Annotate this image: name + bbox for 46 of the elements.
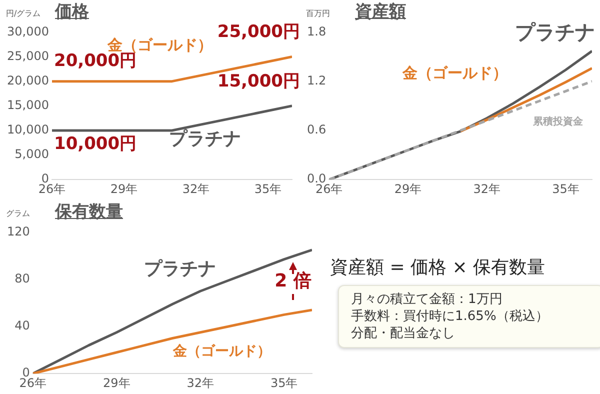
text: 資産額 = 価格 × 保有数量 [330, 256, 546, 279]
x-tick-label: 29年 [394, 182, 422, 196]
series-label: 金（ゴールド） [106, 36, 212, 54]
text: 手数料：買付時に1.65%（税込） [351, 308, 550, 325]
y-tick-label: 40 [14, 318, 30, 333]
y-tick-label: 15,000 [6, 98, 49, 112]
y-tick-label: 30,000 [6, 24, 49, 38]
series-label: 金（ゴールド） [402, 64, 508, 82]
y-tick-label: 1.8 [306, 24, 326, 38]
x-tick-label: 35年 [552, 182, 580, 196]
series-label: プラチナ [515, 20, 595, 44]
y-tick-label: 1.2 [306, 73, 326, 88]
text: 月々の積立て金額：1万円 [351, 291, 504, 308]
data-label: 25,000円 [217, 22, 300, 42]
y-tick-label: 5,000 [14, 147, 49, 162]
x-tick-label: 26年 [315, 182, 343, 196]
x-tick-label: 35年 [254, 182, 282, 196]
data-label: 10,000円 [54, 134, 137, 154]
x-tick-label: 29年 [102, 376, 130, 390]
y-tick-label: 120 [7, 224, 30, 238]
y-axis-title: 百万円 [306, 8, 330, 19]
series-label: 金（ゴールド） [172, 344, 271, 360]
x-tick-label: 29年 [110, 182, 138, 196]
line-series [329, 80, 592, 180]
text: 分配・配当金なし [351, 325, 456, 342]
y-axis-title: 円/グラム [6, 8, 41, 19]
x-tick-label: 26年 [19, 376, 47, 390]
x-tick-label: 35年 [270, 376, 298, 390]
y-tick-label: 10,000 [6, 122, 49, 137]
series-label: プラチナ [144, 258, 216, 280]
series-label: プラチナ [169, 128, 241, 150]
series-label: 累積投資金 [532, 116, 584, 128]
annotation: 2 倍 [274, 270, 312, 292]
data-label: 15,000円 [217, 71, 300, 92]
y-tick-label: 80 [14, 271, 30, 286]
chart-title: 価格 [55, 1, 89, 23]
chart-title: 資産額 [355, 1, 406, 23]
x-tick-label: 32年 [182, 182, 210, 196]
x-tick-label: 32年 [186, 376, 214, 390]
y-axis-title: グラム [6, 208, 30, 219]
y-tick-label: 25,000 [6, 48, 49, 63]
chart-title: 保有数量 [55, 201, 123, 223]
x-tick-label: 26年 [38, 182, 66, 196]
x-tick-label: 32年 [473, 182, 500, 196]
y-tick-label: 20,000 [6, 73, 49, 88]
y-tick-label: 0.6 [306, 122, 326, 137]
